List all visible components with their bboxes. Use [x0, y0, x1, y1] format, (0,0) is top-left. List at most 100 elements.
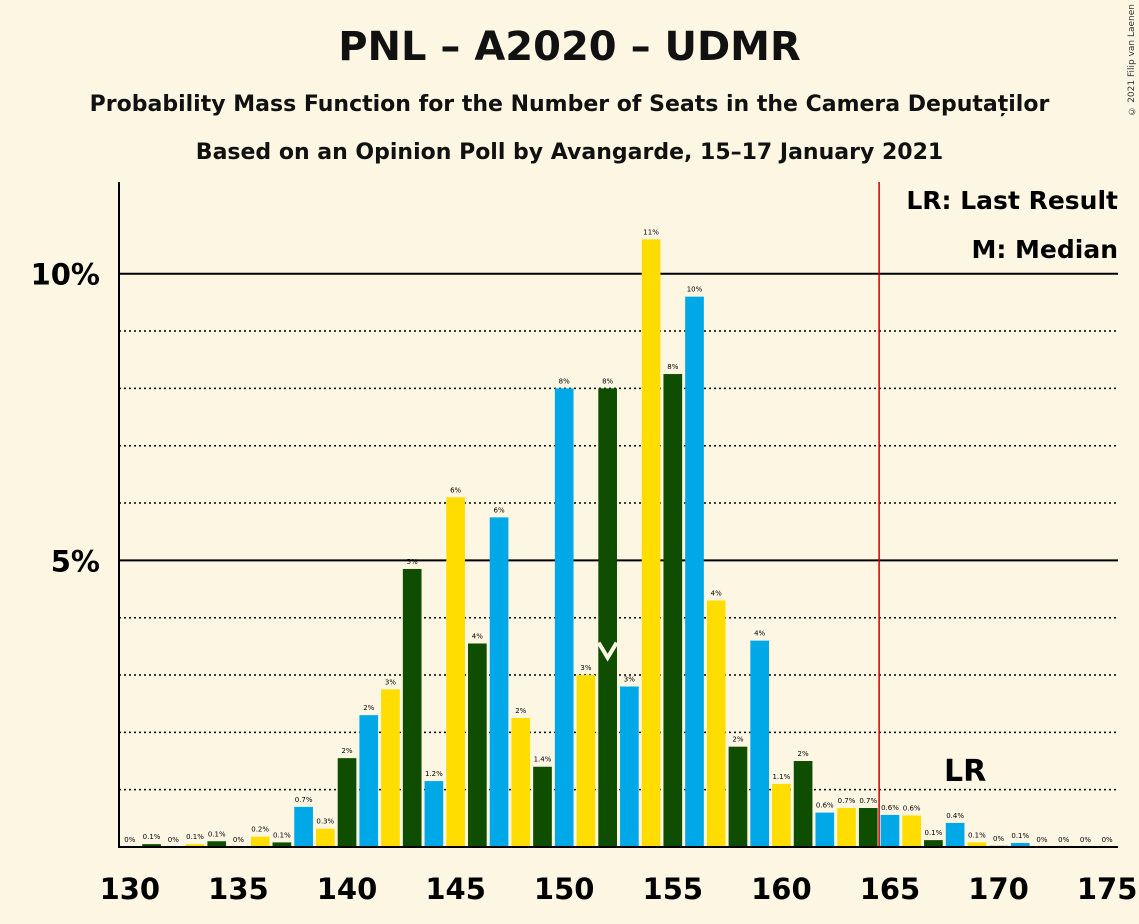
bar-value-label: 0.1% — [208, 830, 226, 838]
bar-value-label: 0% — [1102, 836, 1113, 844]
bar — [533, 766, 552, 847]
x-tick-label: 135 — [208, 872, 269, 906]
bar-value-label: 2% — [515, 707, 526, 715]
bar-value-label: 8% — [602, 377, 613, 385]
bar-value-label: 3% — [580, 664, 591, 672]
bar-value-label: 0% — [233, 836, 244, 844]
bar-value-label: 2% — [341, 747, 352, 755]
x-tick-label: 130 — [100, 872, 161, 906]
bar — [598, 388, 617, 847]
bar-value-label: 3% — [385, 678, 396, 686]
bar-value-label: 0.1% — [925, 829, 943, 837]
bar-value-label: 0% — [1080, 836, 1091, 844]
x-tick-label: 155 — [643, 872, 704, 906]
bar-value-label: 8% — [667, 363, 678, 371]
x-tick-label: 160 — [751, 872, 812, 906]
bar-value-label: 0% — [168, 836, 179, 844]
bar — [858, 808, 878, 847]
x-tick-label: 140 — [317, 872, 378, 906]
axes: 5% 10% LR 130 135 140 145 150 155 160 165 170 175 — [31, 182, 1138, 906]
bar — [511, 718, 531, 847]
y-tick-label: 5% — [51, 544, 100, 578]
bar — [772, 783, 791, 847]
x-tick-label: 175 — [1077, 872, 1138, 906]
bar — [793, 761, 813, 847]
bar-value-label: 0.3% — [316, 818, 334, 826]
bar — [837, 808, 856, 847]
bar — [381, 689, 400, 847]
bar-value-label: 3% — [624, 675, 635, 683]
bar-value-label: 0.1% — [1011, 832, 1029, 840]
bar-value-label: 0.1% — [273, 831, 291, 839]
bar — [554, 388, 574, 847]
bar-value-label: 0.6% — [816, 802, 834, 810]
bar — [337, 758, 357, 847]
legend-median: M: Median — [971, 235, 1118, 264]
x-tick-label: 170 — [968, 872, 1029, 906]
bar — [272, 842, 292, 847]
bar — [250, 836, 270, 847]
bar-value-label: 0.1% — [143, 833, 161, 841]
bar-series — [142, 239, 1030, 848]
bar-value-label: 0.7% — [838, 797, 856, 805]
median-marker — [596, 641, 619, 662]
bar-value-label: 0.7% — [295, 796, 313, 804]
bar-value-label: 5% — [407, 558, 418, 566]
bar-value-label: 1.4% — [534, 756, 552, 764]
bar — [620, 686, 639, 847]
x-tick-label: 165 — [860, 872, 921, 906]
bar-value-label: 4% — [472, 632, 483, 640]
chart-title: PNL – A2020 – UDMR — [338, 24, 801, 70]
chart-subtitle: Probability Mass Function for the Number… — [89, 92, 1050, 117]
bar-value-label: 0% — [124, 836, 135, 844]
bar — [924, 840, 943, 847]
x-tick-label: 150 — [534, 872, 595, 906]
bar — [880, 814, 900, 847]
bar — [402, 568, 422, 847]
bar-value-label: 6% — [493, 506, 504, 514]
bar — [424, 781, 444, 847]
bar — [467, 643, 487, 847]
bar-value-label: 0.4% — [946, 812, 964, 820]
grid-lines — [119, 272, 1118, 791]
bar-value-label: 0% — [993, 835, 1004, 843]
bar-value-label: 2% — [798, 750, 809, 758]
bar-value-label: 0.1% — [186, 833, 204, 841]
bar-value-label: 11% — [643, 228, 659, 236]
chart-subtitle-source: Based on an Opinion Poll by Avangarde, 1… — [195, 140, 944, 165]
y-tick-label: 10% — [31, 258, 100, 292]
bar — [685, 296, 704, 848]
bar-labels: 0% 0.1% 0% 0.1% 0.1% 0% 0.2% 0.1% 0.7% 0.3% 2% 2% 3%… — [124, 228, 1113, 844]
bar-value-label: 6% — [450, 486, 461, 494]
bar — [576, 675, 596, 847]
last-result-marker: LR — [944, 754, 986, 789]
legend-last-result: LR: Last Result — [906, 186, 1118, 215]
bar — [185, 844, 205, 847]
bar-value-label: 10% — [687, 286, 703, 294]
bar — [815, 812, 835, 847]
bar-value-label: 4% — [754, 630, 765, 638]
bar-value-label: 1.1% — [772, 773, 790, 781]
bar-value-label: 1.2% — [425, 770, 443, 778]
bar — [315, 828, 335, 847]
bar-value-label: 0.2% — [251, 826, 269, 834]
bar — [706, 600, 726, 847]
bar — [967, 842, 987, 847]
bar — [207, 841, 227, 847]
bar — [945, 822, 965, 847]
bar — [1010, 842, 1030, 847]
bar — [902, 815, 922, 847]
bar — [294, 806, 313, 847]
bar-value-label: 2% — [363, 704, 374, 712]
x-tick-label: 145 — [425, 872, 486, 906]
bar — [750, 640, 770, 847]
bar — [489, 517, 509, 847]
bar-value-label: 0% — [1036, 836, 1047, 844]
bar — [359, 715, 379, 847]
bar-value-label: 0.1% — [968, 831, 986, 839]
bar-value-label: 0.7% — [859, 797, 877, 805]
bar — [641, 239, 661, 848]
bar — [728, 746, 748, 847]
bar-value-label: 8% — [559, 377, 570, 385]
